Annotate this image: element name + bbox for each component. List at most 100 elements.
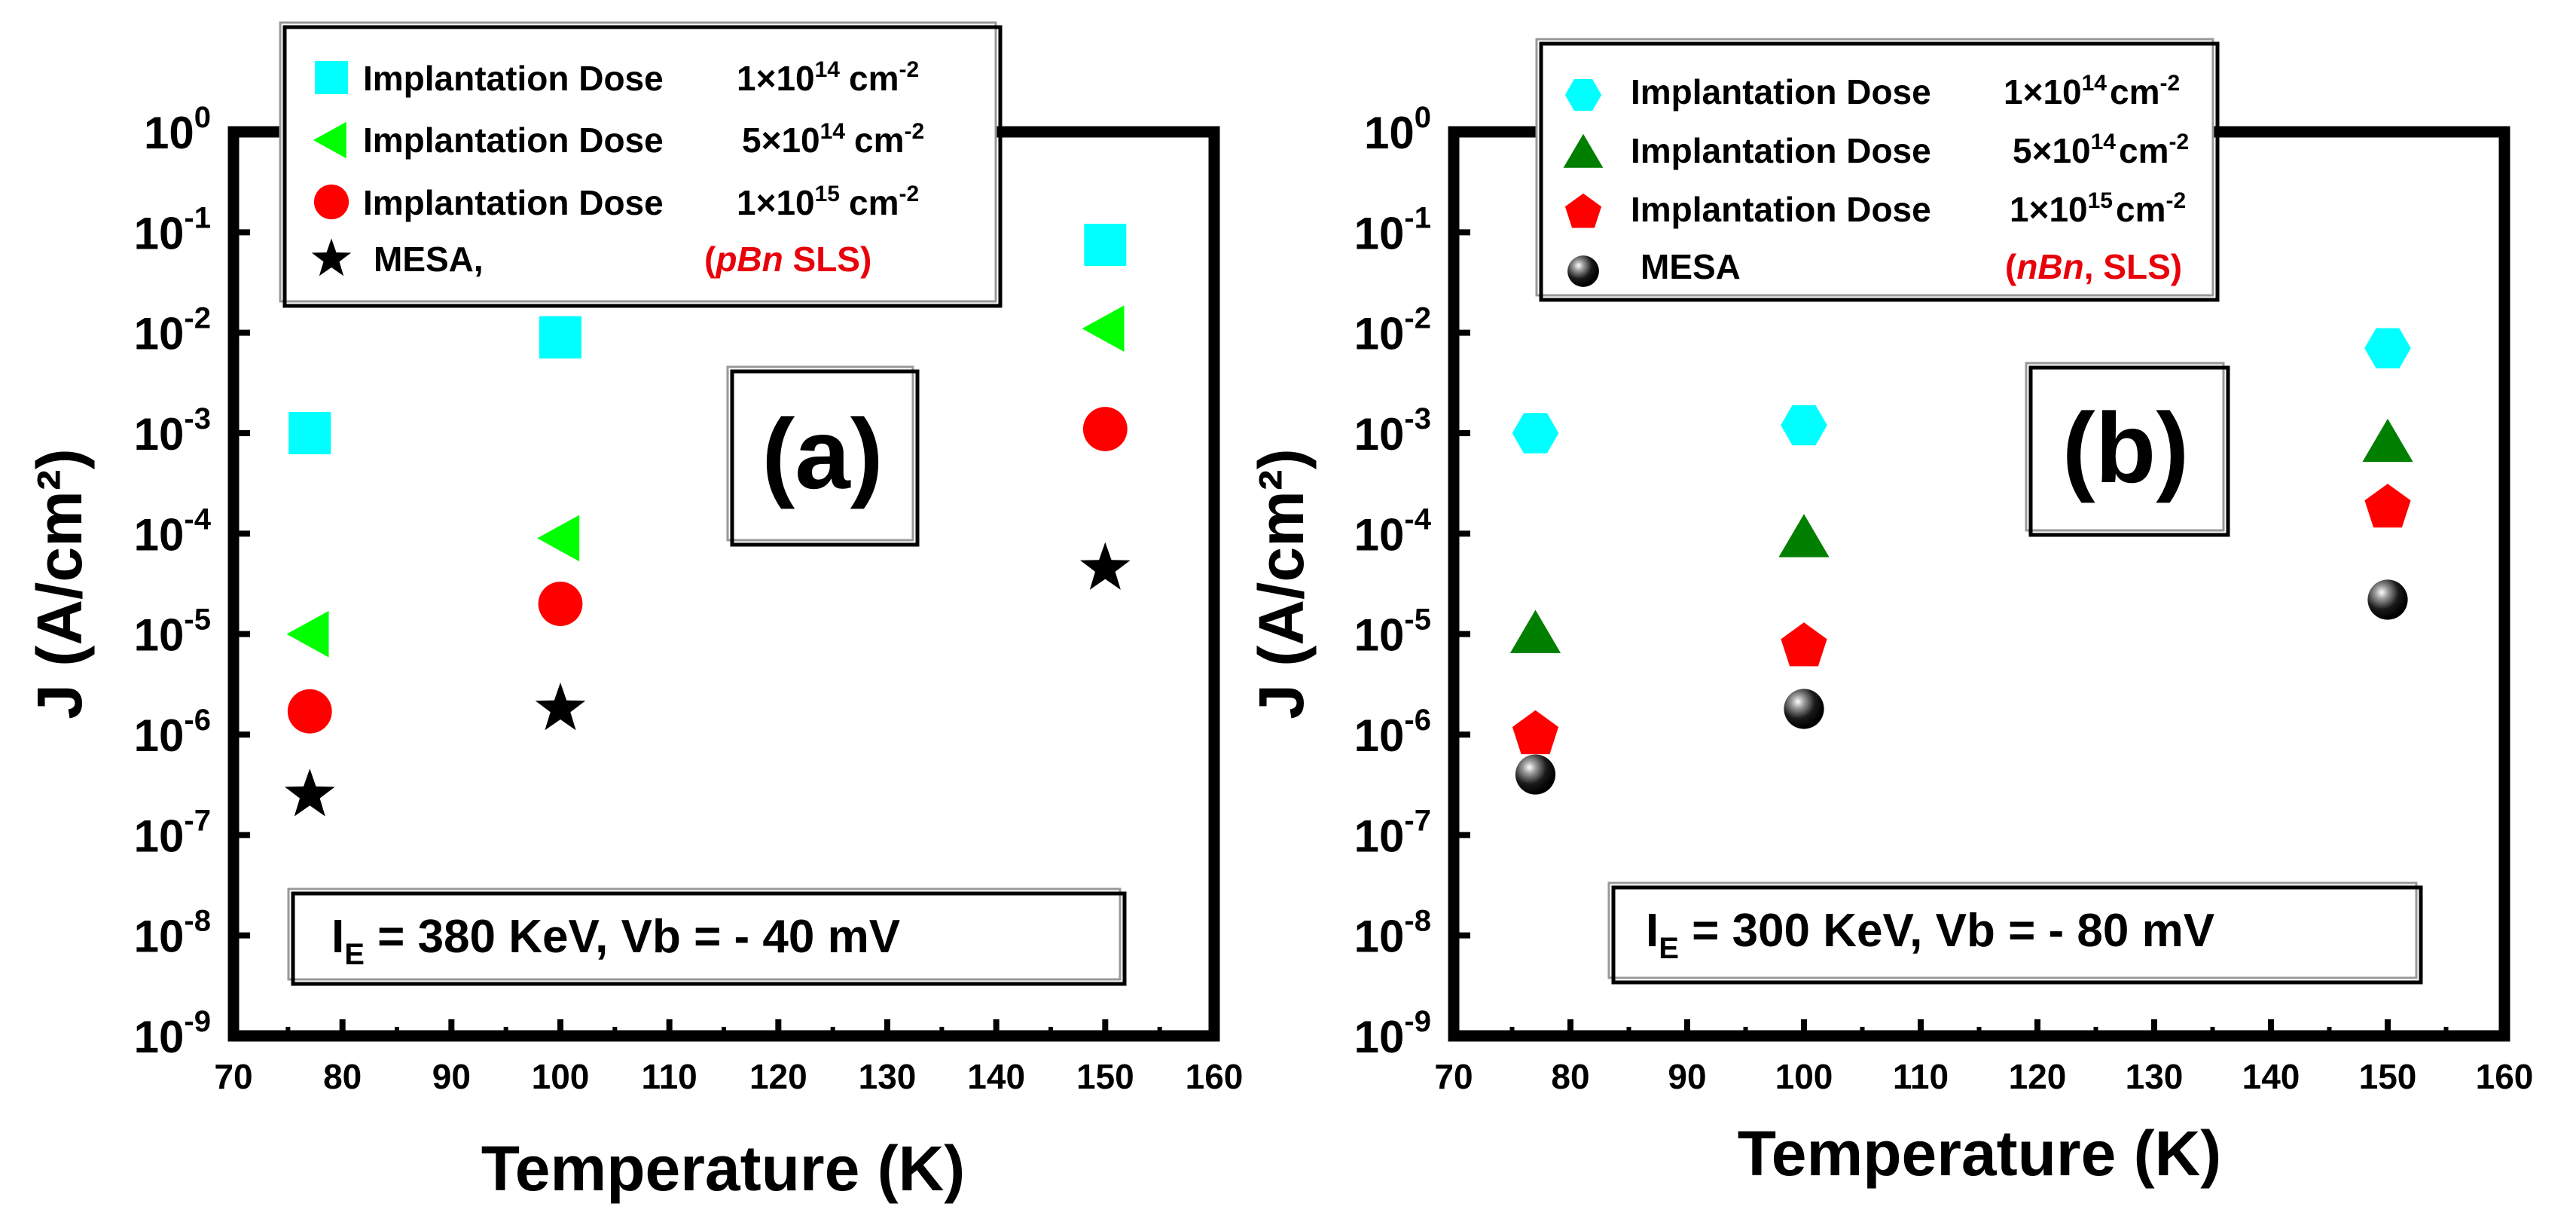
data-point-b-s0-2 [2364,328,2411,368]
legend-marker-b-0 [1564,79,1602,111]
data-point-b-s2-0 [1512,710,1559,755]
panel-label-box-b: (b) [2025,362,2230,537]
axes-ticks-b: 70 80 90 100 110 120 130 140 150 160 10-9 10-8 10-7 1… [1354,101,2534,1096]
x-tick-label-a: 100 [532,1057,590,1096]
data-point-a-s3-0 [285,768,335,817]
data-point-a-s0-2 [1084,223,1127,266]
y-tick-label-a: 10-4 [134,502,212,560]
panel-label-b: (b) [2062,393,2190,503]
y-tick-label-b: 10-2 [1354,302,1431,359]
data-point-a-s3-1 [535,683,586,731]
y-tick-label-a: 10-7 [134,804,211,861]
legend-b: Implantation Dose 1×1014cm-2 Implantation… [1535,38,2220,302]
y-axis-label-a: J (A/cm²) [24,448,95,719]
y-tick-label-a: 10-1 [134,201,211,258]
y-tick-label-b: 10-5 [1354,603,1431,661]
data-point-b-s0-0 [1512,413,1559,454]
data-point-b-s1-2 [2362,418,2413,463]
y-tick-label-b: 10-4 [1354,502,1432,560]
y-tick-label-b: 10-3 [1354,402,1431,460]
data-point-a-s1-2 [1082,305,1125,352]
y-tick-label-a: 10-2 [134,302,211,359]
y-tick-label-a: 10-8 [134,905,211,962]
legend-entry-b-3: MESA [1641,247,1741,286]
x-tick-label-a: 70 [214,1057,252,1096]
legend-a: Implantation Dose 1×1014 cm-2 Implantation… [279,21,1003,308]
data-point-a-s2-1 [538,582,583,626]
x-tick-label-a: 80 [323,1057,362,1096]
data-point-a-s1-0 [286,610,329,658]
condition-box-a: IE = 380 KeV, Vb = - 40 mV [287,887,1127,986]
data-point-b-s2-1 [1781,622,1827,667]
y-tick-label-b: 10-6 [1354,704,1431,761]
legend-marker-b-1 [1563,133,1604,168]
y-tick-label-a: 10-9 [134,1005,211,1062]
legend-entry-b-0: Implantation Dose 1×1014cm-2 [1631,71,2180,111]
x-tick-label-b: 90 [1668,1057,1706,1096]
panel-label-a: (a) [762,399,883,509]
x-tick-label-b: 120 [2009,1057,2067,1096]
condition-text-a: IE = 380 KeV, Vb = - 40 mV [331,911,900,971]
legend-entry-a-3: MESA, [374,240,484,279]
legend-marker-a-3 [311,238,352,276]
x-axis-label-b: Temperature (K) [1738,1118,2222,1189]
y-tick-label-b: 10-1 [1354,201,1431,258]
y-tick-label-a: 100 [144,101,211,158]
y-tick-label-b: 10-7 [1354,804,1431,861]
data-point-a-s2-2 [1082,407,1128,451]
data-point-a-s0-0 [288,412,331,454]
y-tick-label-a: 10-3 [134,402,211,460]
x-tick-label-a: 110 [642,1057,697,1096]
legend-entry-a-2: Implantation Dose 1×1015 cm-2 [363,182,919,222]
x-tick-label-b: 130 [2126,1057,2184,1096]
data-point-b-s3-1 [1784,689,1824,729]
y-tick-label-b: 100 [1364,101,1431,158]
panel-b: 70 80 90 100 110 120 130 140 150 160 10-9 10-8 10-7 1… [1246,38,2534,1189]
panel-a: 70 80 90 100 110 120 130 140 150 160 10-9 10-8 10-7 1… [24,21,1244,1204]
x-tick-label-b: 150 [2359,1057,2417,1096]
data-point-b-s0-1 [1781,405,1827,446]
x-tick-label-a: 120 [749,1057,807,1096]
y-tick-label-a: 10-6 [134,704,211,761]
panel-label-box-a: (a) [726,365,920,547]
x-tick-label-b: 110 [1893,1057,1949,1096]
x-tick-label-a: 90 [432,1057,471,1096]
data-point-a-s0-1 [539,316,581,359]
x-tick-label-b: 70 [1434,1057,1473,1096]
legend-marker-a-0 [315,61,348,94]
data-point-a-s1-1 [537,515,580,562]
x-tick-label-a: 140 [967,1057,1025,1096]
x-axis-label-a: Temperature (K) [481,1133,966,1204]
data-points-b [1509,328,2413,795]
data-point-a-s2-0 [287,689,332,734]
legend-tag-a: (pBn SLS) [704,240,871,279]
data-point-a-s3-2 [1080,542,1131,590]
legend-marker-b-2 [1564,193,1602,228]
legend-marker-a-2 [313,184,349,220]
x-tick-label-b: 80 [1551,1057,1589,1096]
y-tick-label-a: 10-5 [134,603,211,661]
x-tick-label-b: 140 [2242,1057,2300,1096]
y-tick-label-b: 10-9 [1354,1005,1431,1062]
x-tick-label-b: 160 [2476,1057,2534,1096]
data-point-b-s3-0 [1515,754,1556,795]
axes-ticks-a: 70 80 90 100 110 120 130 140 150 160 10-9 10-8 10-7 1… [134,101,1244,1096]
legend-entry-b-1: Implantation Dose 5×1014cm-2 [1631,130,2189,170]
data-point-b-s1-1 [1778,514,1830,557]
condition-text-b: IE = 300 KeV, Vb = - 80 mV [1646,905,2214,965]
x-tick-label-b: 100 [1775,1057,1833,1096]
x-tick-label-a: 160 [1186,1057,1244,1096]
data-point-b-s3-2 [2367,579,2408,620]
legend-tag-b: (nBn, SLS) [2005,247,2182,286]
data-point-b-s1-0 [1509,609,1561,653]
legend-entry-a-0: Implantation Dose 1×1014 cm-2 [363,57,919,98]
data-points-a [285,223,1131,817]
legend-marker-a-1 [313,121,346,159]
y-axis-label-b: J (A/cm²) [1246,448,1317,719]
legend-marker-b-3 [1567,255,1599,287]
x-tick-label-a: 130 [859,1057,917,1096]
legend-entry-a-1: Implantation Dose 5×1014 cm-2 [363,119,924,160]
y-tick-label-b: 10-8 [1354,905,1431,962]
condition-box-b: IE = 300 KeV, Vb = - 80 mV [1607,881,2423,985]
